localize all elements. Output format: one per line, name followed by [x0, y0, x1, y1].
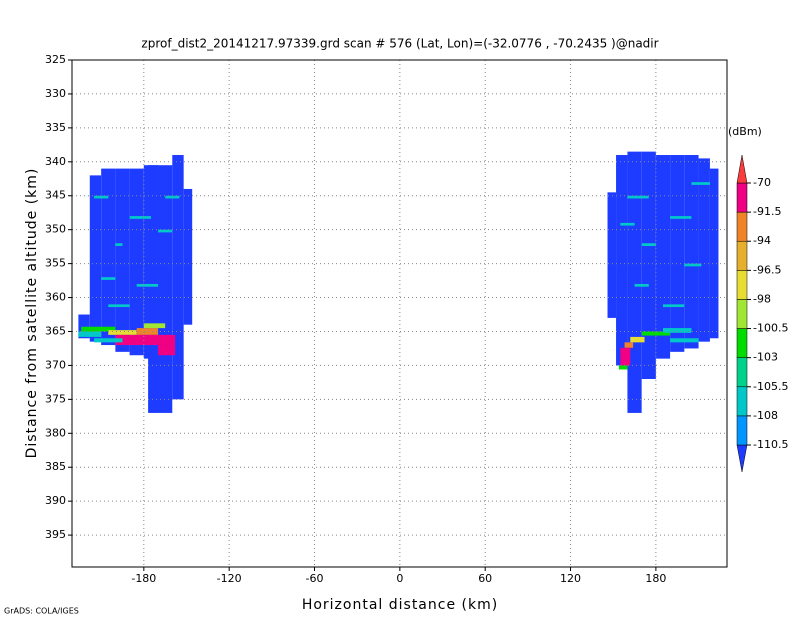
cell	[108, 304, 130, 308]
cell	[670, 216, 692, 219]
cell	[670, 155, 685, 352]
cell	[108, 330, 137, 335]
cell	[634, 283, 649, 287]
cell	[691, 182, 710, 185]
x-tick-label: 60	[478, 572, 492, 585]
colorbar-swatch	[736, 386, 748, 417]
y-tick-label: 380	[45, 426, 66, 439]
colorbar-arrow	[736, 444, 748, 473]
colorbar-label: -100.5	[753, 322, 788, 335]
y-tick-label: 375	[45, 392, 66, 405]
colorbar-label: -96.5	[753, 263, 781, 276]
cell	[618, 365, 628, 370]
y-tick-label: 385	[45, 460, 66, 473]
chart-title: zprof_dist2_20141217.97339.grd scan # 57…	[141, 37, 658, 51]
x-tick-label: -180	[131, 572, 156, 585]
y-tick-label: 390	[45, 494, 66, 507]
colorbar-swatch	[736, 328, 748, 358]
colorbar-swatch	[736, 211, 748, 242]
cell	[627, 195, 649, 199]
y-axis-label: Distance from satellite altitude (km)	[24, 168, 40, 459]
colorbar-label: -103	[753, 351, 778, 364]
x-tick-label: 0	[396, 572, 403, 585]
y-tick-label: 365	[45, 324, 66, 337]
y-tick-label: 325	[45, 53, 66, 66]
y-tick-label: 330	[45, 87, 66, 100]
colorbar-swatch	[736, 299, 748, 329]
cell	[158, 345, 176, 356]
colorbar-swatch	[736, 357, 748, 388]
cell	[627, 151, 642, 413]
cell	[136, 283, 159, 287]
y-tick-label: 360	[45, 291, 66, 304]
colorbar-label: -94	[753, 234, 771, 247]
cell	[624, 342, 634, 348]
cell	[641, 331, 671, 336]
cell	[81, 326, 116, 332]
x-tick-label: 120	[560, 572, 581, 585]
x-tick-label: -120	[217, 572, 242, 585]
cell	[115, 243, 123, 246]
cell	[670, 338, 699, 343]
cell	[662, 304, 685, 308]
y-tick-label: 340	[45, 155, 66, 168]
cell	[115, 168, 130, 352]
cell	[641, 151, 656, 379]
cell	[684, 263, 702, 267]
cell	[641, 243, 656, 246]
cell	[78, 331, 102, 337]
y-tick-label: 335	[45, 121, 66, 134]
y-tick-label: 345	[45, 189, 66, 202]
cell	[607, 192, 617, 318]
colorbar-label: -108	[753, 409, 778, 422]
colorbar-swatch	[736, 240, 748, 271]
cell	[183, 188, 193, 325]
x-tick-label: -60	[306, 572, 324, 585]
cell	[620, 222, 635, 226]
y-tick-label: 350	[45, 223, 66, 236]
y-tick-label: 370	[45, 358, 66, 371]
cell	[165, 195, 180, 199]
cell	[89, 175, 102, 342]
cell	[143, 323, 166, 329]
x-axis-label: Horizontal distance (km)	[302, 597, 498, 613]
cell	[94, 195, 109, 199]
x-tick-label: 180	[645, 572, 666, 585]
colorbar-swatch	[736, 270, 748, 300]
cell	[148, 165, 173, 413]
colorbar-label: -98	[753, 292, 771, 305]
cell	[101, 168, 116, 346]
cell	[158, 229, 173, 233]
cell	[630, 336, 645, 343]
plot-frame	[71, 59, 728, 568]
cell	[172, 155, 184, 400]
colorbar-label: -70	[753, 176, 771, 189]
cell	[94, 338, 123, 343]
cell	[616, 155, 628, 366]
colorbar-label: -110.5	[753, 438, 788, 451]
colorbar-arrow	[736, 154, 748, 184]
colorbar-swatch	[736, 182, 748, 213]
colorbar-swatch	[736, 415, 748, 446]
cell	[129, 168, 144, 356]
cell	[709, 168, 719, 339]
cell	[78, 314, 90, 339]
cell	[115, 334, 176, 346]
cell	[655, 155, 671, 359]
cell	[698, 158, 710, 342]
y-tick-label: 355	[45, 257, 66, 270]
footer: GrADS: COLA/IGES	[4, 607, 79, 616]
cell	[129, 216, 151, 219]
colorbar-unit: (dBm)	[728, 125, 762, 138]
colorbar-label: -91.5	[753, 205, 781, 218]
cell	[136, 328, 159, 335]
cell	[662, 328, 692, 333]
cell	[101, 277, 116, 280]
cell	[620, 347, 631, 366]
y-tick-label: 395	[45, 528, 66, 541]
cell	[684, 155, 699, 349]
colorbar-label: -105.5	[753, 380, 788, 393]
